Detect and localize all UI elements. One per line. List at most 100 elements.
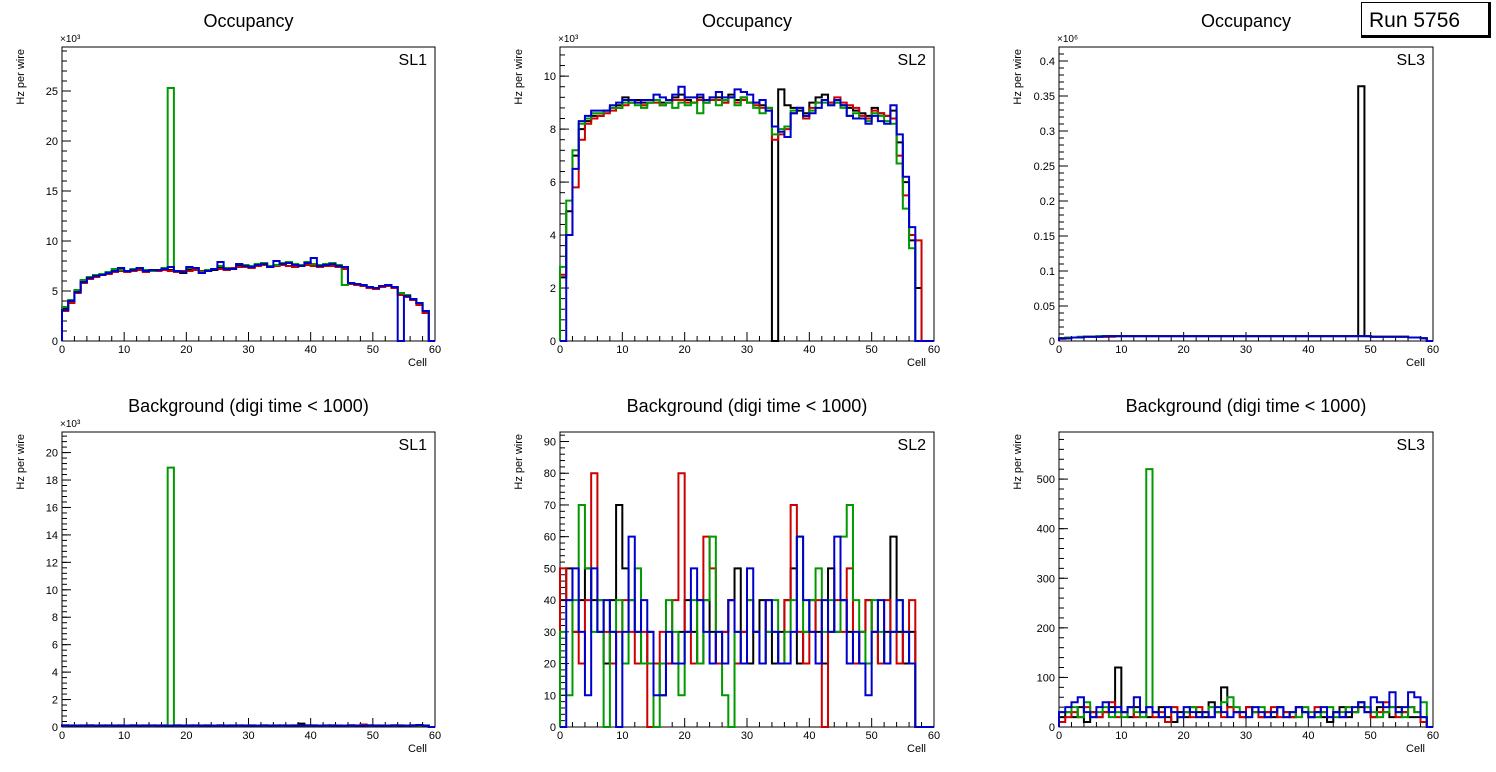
panel-label: SL2 [898,437,927,454]
x-tick-label: 10 [118,344,130,356]
histogram-panel-3: 0 10 20 30 40 50 60 0 0.05 0.1 0.15 0.2 0.25 0.3 0.35 0… [1012,11,1439,369]
y-axis-label: Hz per wire [1012,49,1024,105]
series-green [61,466,435,728]
chart-title: Background (digi time < 1000) [1126,396,1367,416]
y-tick-label: 0.15 [1034,231,1055,243]
plot-frame [1058,46,1434,342]
y-tick-label: 10 [46,585,58,597]
y-tick-label: 14 [46,530,58,542]
y-tick-label: 200 [1037,623,1055,635]
chart-title: Occupancy [702,11,792,31]
y-tick-label: 400 [1037,524,1055,536]
y-tick-label: 70 [544,500,556,512]
series-black [559,88,934,342]
y-axis-label: Hz per wire [1012,434,1024,490]
y-axis-exponent: ×10⁶ [1057,34,1078,45]
x-tick-label: 50 [866,730,878,742]
y-tick-label: 0.4 [1040,56,1055,68]
histogram-panel-2: 0 10 20 30 40 50 60 0 2 4 6 8 10 Occupancy SL2 Cell Hz p… [513,11,940,369]
y-tick-label: 0.2 [1040,196,1055,208]
x-tick-label: 20 [679,730,691,742]
x-tick-label: 0 [59,730,65,742]
x-tick-label: 20 [1178,344,1190,356]
x-tick-label: 40 [1302,344,1314,356]
x-tick-label: 0 [59,344,65,356]
y-tick-label: 8 [550,124,556,136]
series-green [61,87,435,342]
y-tick-label: 0.05 [1034,301,1055,313]
histogram-panel-5: 0 10 20 30 40 50 60 0 10 20 30 40 50 60 70 80 90 Backgrou… [513,396,940,755]
x-tick-label: 40 [803,344,815,356]
series-blue [560,535,934,728]
x-tick-label: 20 [180,344,192,356]
y-axis-label: Hz per wire [15,434,27,490]
x-tick-label: 30 [1240,730,1252,742]
x-tick-label: 20 [180,730,192,742]
plot-frame [61,46,436,342]
histogram-panel-4: 0 10 20 30 40 50 60 0 2 4 6 8 10 12 14 16 18 20 Background… [15,396,441,755]
y-tick-label: 90 [544,437,556,449]
y-tick-label: 0 [1049,722,1055,734]
y-axis-exponent: ×10³ [558,34,579,45]
y-tick-label: 12 [46,557,58,569]
y-tick-label: 0 [1049,336,1055,348]
x-tick-label: 40 [305,344,317,356]
y-tick-label: 20 [46,448,58,460]
chart-title: Background (digi time < 1000) [627,396,868,416]
x-tick-label: 10 [1115,730,1127,742]
x-tick-label: 50 [1365,730,1377,742]
x-tick-label: 30 [242,344,254,356]
chart-title: Occupancy [203,11,293,31]
x-tick-label: 20 [679,344,691,356]
y-tick-label: 10 [544,690,556,702]
x-tick-label: 0 [557,730,563,742]
y-tick-label: 20 [46,136,58,148]
chart-title: Background (digi time < 1000) [128,396,369,416]
series-black [61,262,435,342]
x-tick-label: 60 [429,730,441,742]
y-axis-exponent: ×10³ [60,419,81,430]
x-axis-label: Cell [1406,357,1425,369]
y-tick-label: 0 [52,722,58,734]
y-tick-label: 0 [550,722,556,734]
y-tick-label: 300 [1037,573,1055,585]
x-tick-label: 60 [1427,344,1439,356]
y-axis-label: Hz per wire [15,49,27,105]
histogram-panel-1: 0 10 20 30 40 50 60 0 5 10 15 20 25 Occupancy SL1 Cell H… [15,11,441,369]
x-tick-label: 0 [1056,730,1062,742]
x-tick-label: 20 [1178,730,1190,742]
y-tick-label: 20 [544,659,556,671]
x-tick-label: 50 [367,730,379,742]
panel-label: SL1 [399,437,428,454]
x-axis-label: Cell [907,357,926,369]
x-tick-label: 30 [1240,344,1252,356]
histogram-panel-6: 0 10 20 30 40 50 60 0 100 200 300 400 500 Background … [1012,396,1439,755]
y-tick-label: 40 [544,595,556,607]
y-tick-label: 30 [544,627,556,639]
x-tick-label: 60 [1427,730,1439,742]
x-tick-label: 30 [741,344,753,356]
x-tick-label: 40 [1302,730,1314,742]
x-axis-label: Cell [408,743,427,755]
x-tick-label: 0 [1056,344,1062,356]
x-tick-label: 50 [1365,344,1377,356]
series-black [1058,85,1433,342]
series-red [559,96,934,342]
y-tick-label: 0.1 [1040,266,1055,278]
x-tick-label: 40 [803,730,815,742]
y-tick-label: 0.3 [1040,126,1055,138]
y-tick-label: 18 [46,475,58,487]
x-tick-label: 30 [741,730,753,742]
y-tick-label: 0.25 [1034,161,1055,173]
y-axis-exponent: ×10³ [60,34,81,45]
panel-label: SL3 [1397,52,1426,69]
y-tick-label: 5 [52,286,58,298]
y-tick-label: 6 [550,177,556,189]
y-tick-label: 4 [52,667,58,679]
y-tick-label: 0.35 [1034,91,1055,103]
x-tick-label: 10 [118,730,130,742]
y-tick-label: 15 [46,186,58,198]
y-tick-label: 80 [544,468,556,480]
y-tick-label: 10 [46,236,58,248]
x-tick-label: 40 [305,730,317,742]
